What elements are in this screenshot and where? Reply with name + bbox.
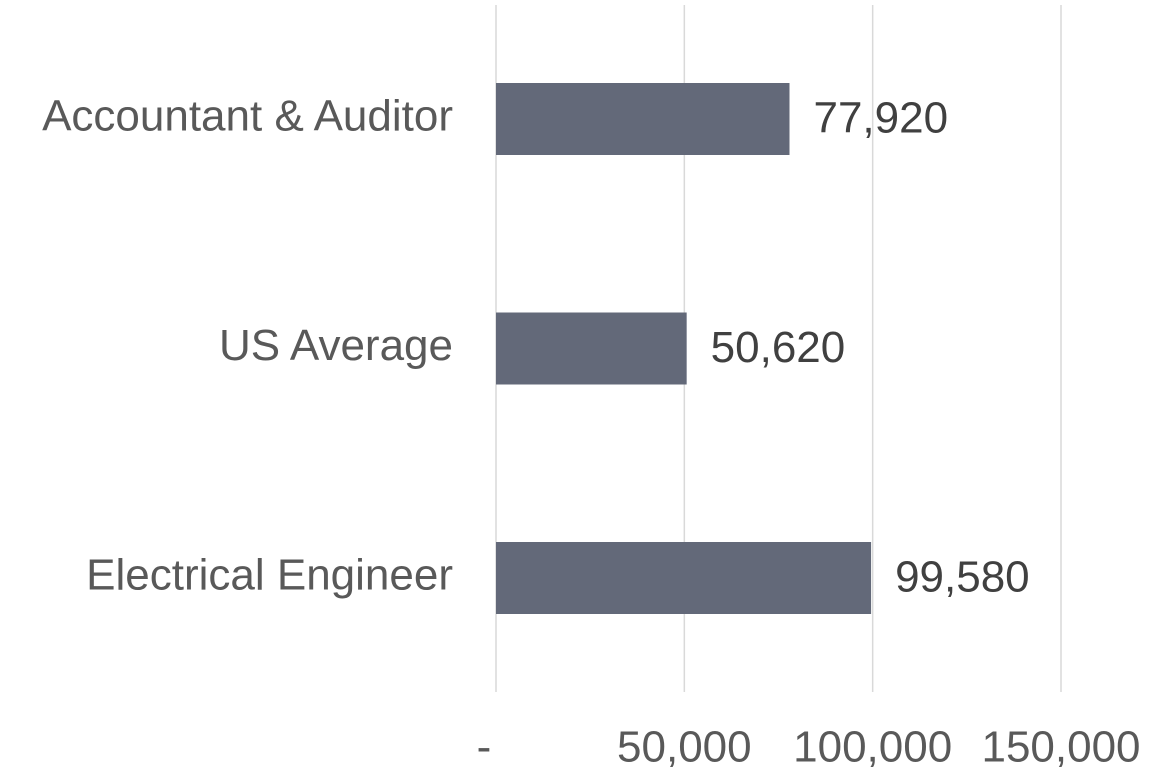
x-tick-label: 150,000: [981, 723, 1140, 772]
y-tick-label: Accountant & Auditor: [42, 92, 453, 141]
value-label: 50,620: [711, 323, 846, 372]
x-tick-label: -: [477, 723, 492, 772]
bar: [496, 312, 687, 385]
y-tick-label: US Average: [219, 321, 453, 370]
bar: [496, 83, 790, 155]
x-tick-label: 50,000: [617, 723, 752, 772]
value-label: 77,920: [813, 94, 948, 143]
value-label: 99,580: [895, 553, 1030, 602]
bar: [496, 542, 872, 614]
x-tick-label: 100,000: [793, 723, 952, 772]
y-tick-label: Electrical Engineer: [86, 551, 453, 600]
